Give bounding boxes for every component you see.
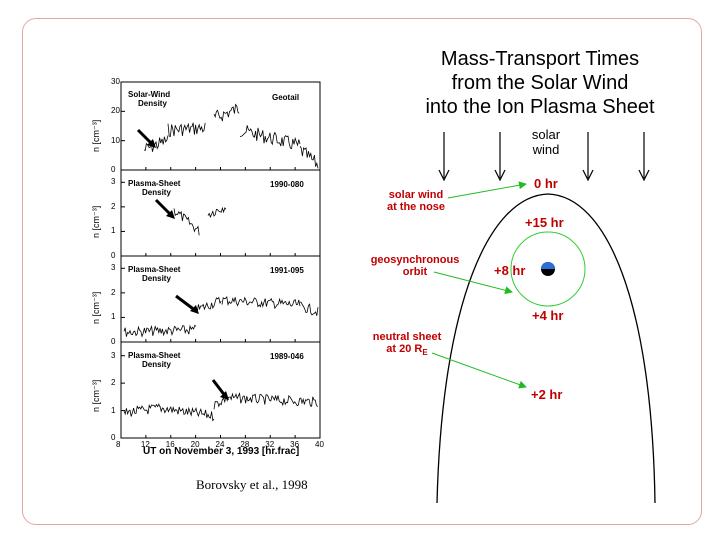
note-nose-line1: solar wind — [388, 189, 444, 201]
density-trace — [239, 125, 301, 150]
panel-3-id: 1991-095 — [270, 266, 304, 275]
geosynchronous-orbit-circle — [510, 231, 586, 307]
x-axis-label: UT on November 3, 1993 [hr.frac] — [143, 446, 300, 457]
panel-1-label-line1: Solar-Wind — [128, 90, 171, 99]
title-line-3: into the Ion Plasma Sheet — [425, 96, 655, 118]
title-line-1: Mass-Transport Times — [440, 48, 640, 70]
density-trace — [221, 295, 301, 310]
solar-wind-label-line2: wind — [532, 142, 560, 157]
density-trace — [213, 394, 230, 410]
title-line-2: from the Solar Wind — [451, 72, 629, 94]
ytick-label: 0 — [111, 433, 116, 442]
density-trace — [167, 122, 206, 138]
panel-2-label-line2: Density — [142, 188, 171, 197]
ytick-label: 1 — [111, 405, 116, 415]
density-trace — [229, 392, 318, 408]
density-trace — [299, 301, 319, 316]
panel-3-label-line1: Plasma-Sheet — [128, 265, 181, 274]
slide-frame — [22, 18, 702, 525]
panel-1-label-line2: Density — [138, 99, 167, 108]
time-8hr: +8 hr — [494, 263, 526, 278]
time-4hr: +4 hr — [532, 308, 564, 323]
note-neutral-sheet: neutral sheet at 20 RE — [362, 331, 452, 357]
note-nose-line2: at the nose — [386, 201, 446, 213]
panel-2-label-line1: Plasma-Sheet — [128, 179, 181, 188]
note-neutral-subscript: E — [422, 348, 428, 358]
xtick-label: 28 — [240, 440, 250, 449]
panel-2-id: 1990-080 — [270, 180, 304, 189]
citation: Borovsky et al., 1998 — [196, 477, 308, 492]
ytick-label: 20 — [111, 106, 120, 116]
ytick-label: 2 — [111, 378, 116, 388]
ytick-label: 0 — [111, 251, 116, 260]
density-trace — [299, 145, 319, 169]
note-geosynchronous: geosynchronous orbit — [362, 254, 468, 278]
xtick-label: 32 — [265, 440, 275, 449]
xtick-label: 8 — [116, 440, 121, 449]
panel-1-label: Solar-Wind Density — [128, 90, 170, 108]
panel-2-label: Plasma-Sheet Density — [128, 179, 180, 197]
density-trace — [123, 403, 161, 417]
time-15hr: +15 hr — [525, 215, 564, 230]
density-trace — [123, 324, 197, 338]
nose-pointer-arrow — [447, 181, 527, 199]
xtick-label: 20 — [190, 440, 200, 449]
solar-wind-label: solar wind — [516, 127, 576, 157]
earth-dayside-icon — [541, 262, 555, 269]
ytick-label: 30 — [111, 77, 120, 86]
ytick-label: 2 — [111, 201, 116, 211]
plot-arrowhead — [166, 210, 175, 219]
ytick-label: 10 — [111, 135, 120, 145]
ytick-label: 3 — [111, 177, 116, 187]
density-trace — [143, 135, 169, 152]
time-2hr: +2 hr — [531, 387, 563, 402]
ytick-label: 2 — [111, 287, 116, 297]
ytick-label: 1 — [111, 312, 116, 322]
solar-wind-arrowhead-1 — [438, 169, 450, 182]
solar-wind-arrowhead-3 — [582, 169, 594, 182]
density-trace — [173, 208, 200, 236]
plot-arrowhead — [147, 139, 156, 148]
xtick-label: 36 — [290, 440, 300, 449]
density-trace — [207, 206, 227, 219]
ytick-label: 1 — [111, 226, 116, 236]
xtick-label: 16 — [165, 440, 175, 449]
panel-3-label: Plasma-Sheet Density — [128, 265, 180, 283]
ytick-label: 3 — [111, 263, 116, 273]
neutral-sheet-pointer-arrow — [431, 352, 527, 389]
geo-pointer-arrow — [433, 271, 513, 295]
density-trace — [213, 103, 240, 122]
density-trace — [159, 405, 215, 422]
solar-wind-arrowhead-2 — [494, 169, 506, 182]
note-neutral-line2-wrap: at 20 RE — [362, 343, 452, 357]
panel-3-label-line2: Density — [142, 274, 171, 283]
xtick-label: 24 — [215, 440, 225, 449]
panel-4-label-line2: Density — [142, 360, 171, 369]
density-trace — [195, 296, 222, 314]
panel-4-label-line1: Plasma-Sheet — [128, 351, 181, 360]
time-0hr: 0 hr — [534, 176, 558, 191]
solar-wind-label-line1: solar — [531, 127, 561, 142]
note-geo-line1: geosynchronous — [370, 254, 460, 266]
plot-arrowhead — [220, 391, 229, 400]
panel-4-label: Plasma-Sheet Density — [128, 351, 180, 369]
ytick-label: 0 — [111, 337, 116, 346]
xtick-label: 40 — [315, 440, 324, 449]
note-geo-line2: orbit — [402, 266, 428, 278]
note-nose: solar wind at the nose — [376, 189, 456, 213]
note-neutral-line2: at 20 R — [386, 343, 423, 355]
ytick-label: 3 — [111, 350, 116, 360]
panel-1-id: Geotail — [272, 93, 300, 102]
panel-4-id: 1989-046 — [270, 352, 304, 361]
note-neutral-line1: neutral sheet — [372, 331, 442, 343]
xtick-label: 12 — [140, 440, 150, 449]
plot-arrowhead — [190, 305, 199, 314]
magnetopause-boundary — [436, 193, 656, 504]
ytick-label: 0 — [111, 165, 116, 174]
solar-wind-arrowhead-4 — [638, 169, 650, 182]
